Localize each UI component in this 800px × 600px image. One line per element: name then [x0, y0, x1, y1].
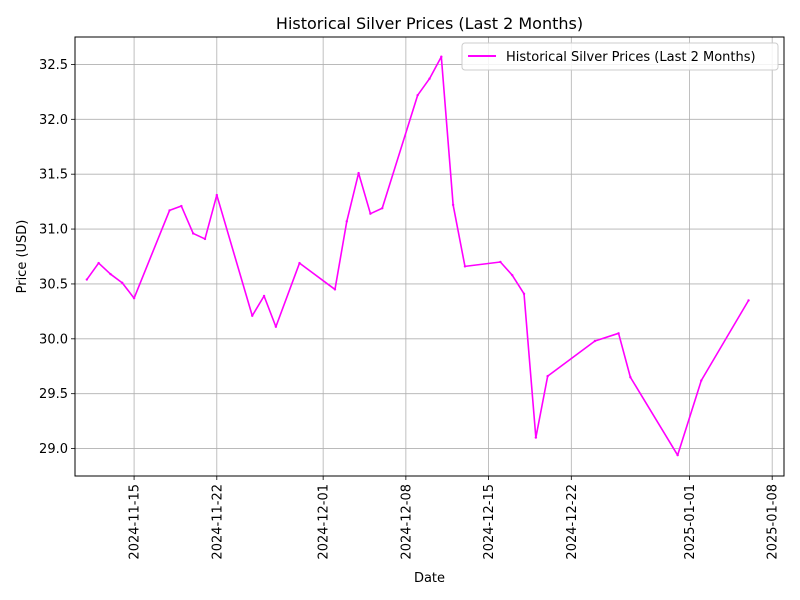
y-tick-label: 32.0 — [39, 113, 68, 128]
data-point — [180, 204, 183, 208]
data-point — [132, 297, 136, 300]
x-tick-label: 2024-12-15 — [482, 484, 497, 560]
data-point — [298, 261, 301, 265]
x-tick-label: 2024-12-01 — [317, 484, 332, 560]
data-point — [676, 453, 679, 457]
chart-title: Historical Silver Prices (Last 2 Months) — [276, 14, 583, 33]
data-point — [416, 93, 419, 97]
legend-box — [461, 42, 779, 71]
data-point — [381, 207, 384, 210]
data-point — [700, 379, 703, 382]
data-point — [121, 281, 124, 285]
y-axis-label: Price (USD) — [15, 220, 30, 294]
legend-label: Historical Silver Prices (Last 2 Months) — [506, 50, 756, 65]
data-point — [534, 436, 538, 439]
y-axis-ticks: 29.0 29.5 30.0 30.5 31.0 31.5 32.0 32.5 — [39, 58, 75, 457]
data-point — [345, 220, 348, 223]
data-point — [109, 272, 112, 276]
data-point — [463, 265, 467, 268]
data-point — [617, 332, 620, 335]
y-tick-label: 30.5 — [39, 277, 68, 292]
y-tick-label: 29.5 — [39, 387, 68, 402]
data-point — [428, 77, 431, 80]
x-tick-label: 2025-01-01 — [683, 484, 698, 560]
series-layer — [85, 55, 750, 457]
x-tick-label: 2024-11-22 — [210, 484, 225, 560]
x-tick-label: 2024-12-08 — [399, 484, 414, 560]
data-point — [85, 278, 89, 281]
data-point — [593, 339, 597, 343]
y-tick-label: 32.5 — [39, 58, 68, 73]
plot-frame — [74, 36, 785, 477]
data-point — [357, 171, 360, 175]
y-tick-label: 31.5 — [39, 168, 68, 183]
data-point — [546, 374, 549, 378]
x-tick-label: 2024-12-22 — [565, 484, 580, 560]
data-point — [629, 376, 632, 379]
data-point — [511, 273, 514, 277]
data-point — [499, 260, 502, 264]
data-point — [97, 261, 100, 265]
data-point — [747, 299, 750, 302]
data-point — [440, 55, 443, 58]
data-point — [369, 212, 372, 215]
data-point — [215, 193, 218, 197]
y-tick-label: 31.0 — [39, 223, 68, 238]
data-point — [168, 209, 171, 212]
x-tick-label: 2025-01-08 — [766, 484, 781, 560]
data-point — [333, 288, 337, 291]
x-axis-ticks: 2024-11-15 2024-11-22 2024-12-01 2024-12-08… — [128, 476, 781, 560]
data-point — [203, 237, 207, 241]
x-tick-label: 2024-11-15 — [128, 484, 143, 560]
data-point — [451, 203, 455, 207]
data-point — [251, 314, 254, 317]
y-tick-label: 29.0 — [39, 442, 68, 457]
x-axis-label: Date — [414, 571, 445, 586]
data-point — [262, 294, 266, 298]
grid — [75, 37, 784, 476]
legend: Historical Silver Prices (Last 2 Months) — [461, 42, 779, 71]
y-tick-label: 30.0 — [39, 332, 68, 347]
data-point — [522, 292, 526, 296]
data-point — [274, 325, 278, 328]
data-point — [191, 232, 195, 235]
